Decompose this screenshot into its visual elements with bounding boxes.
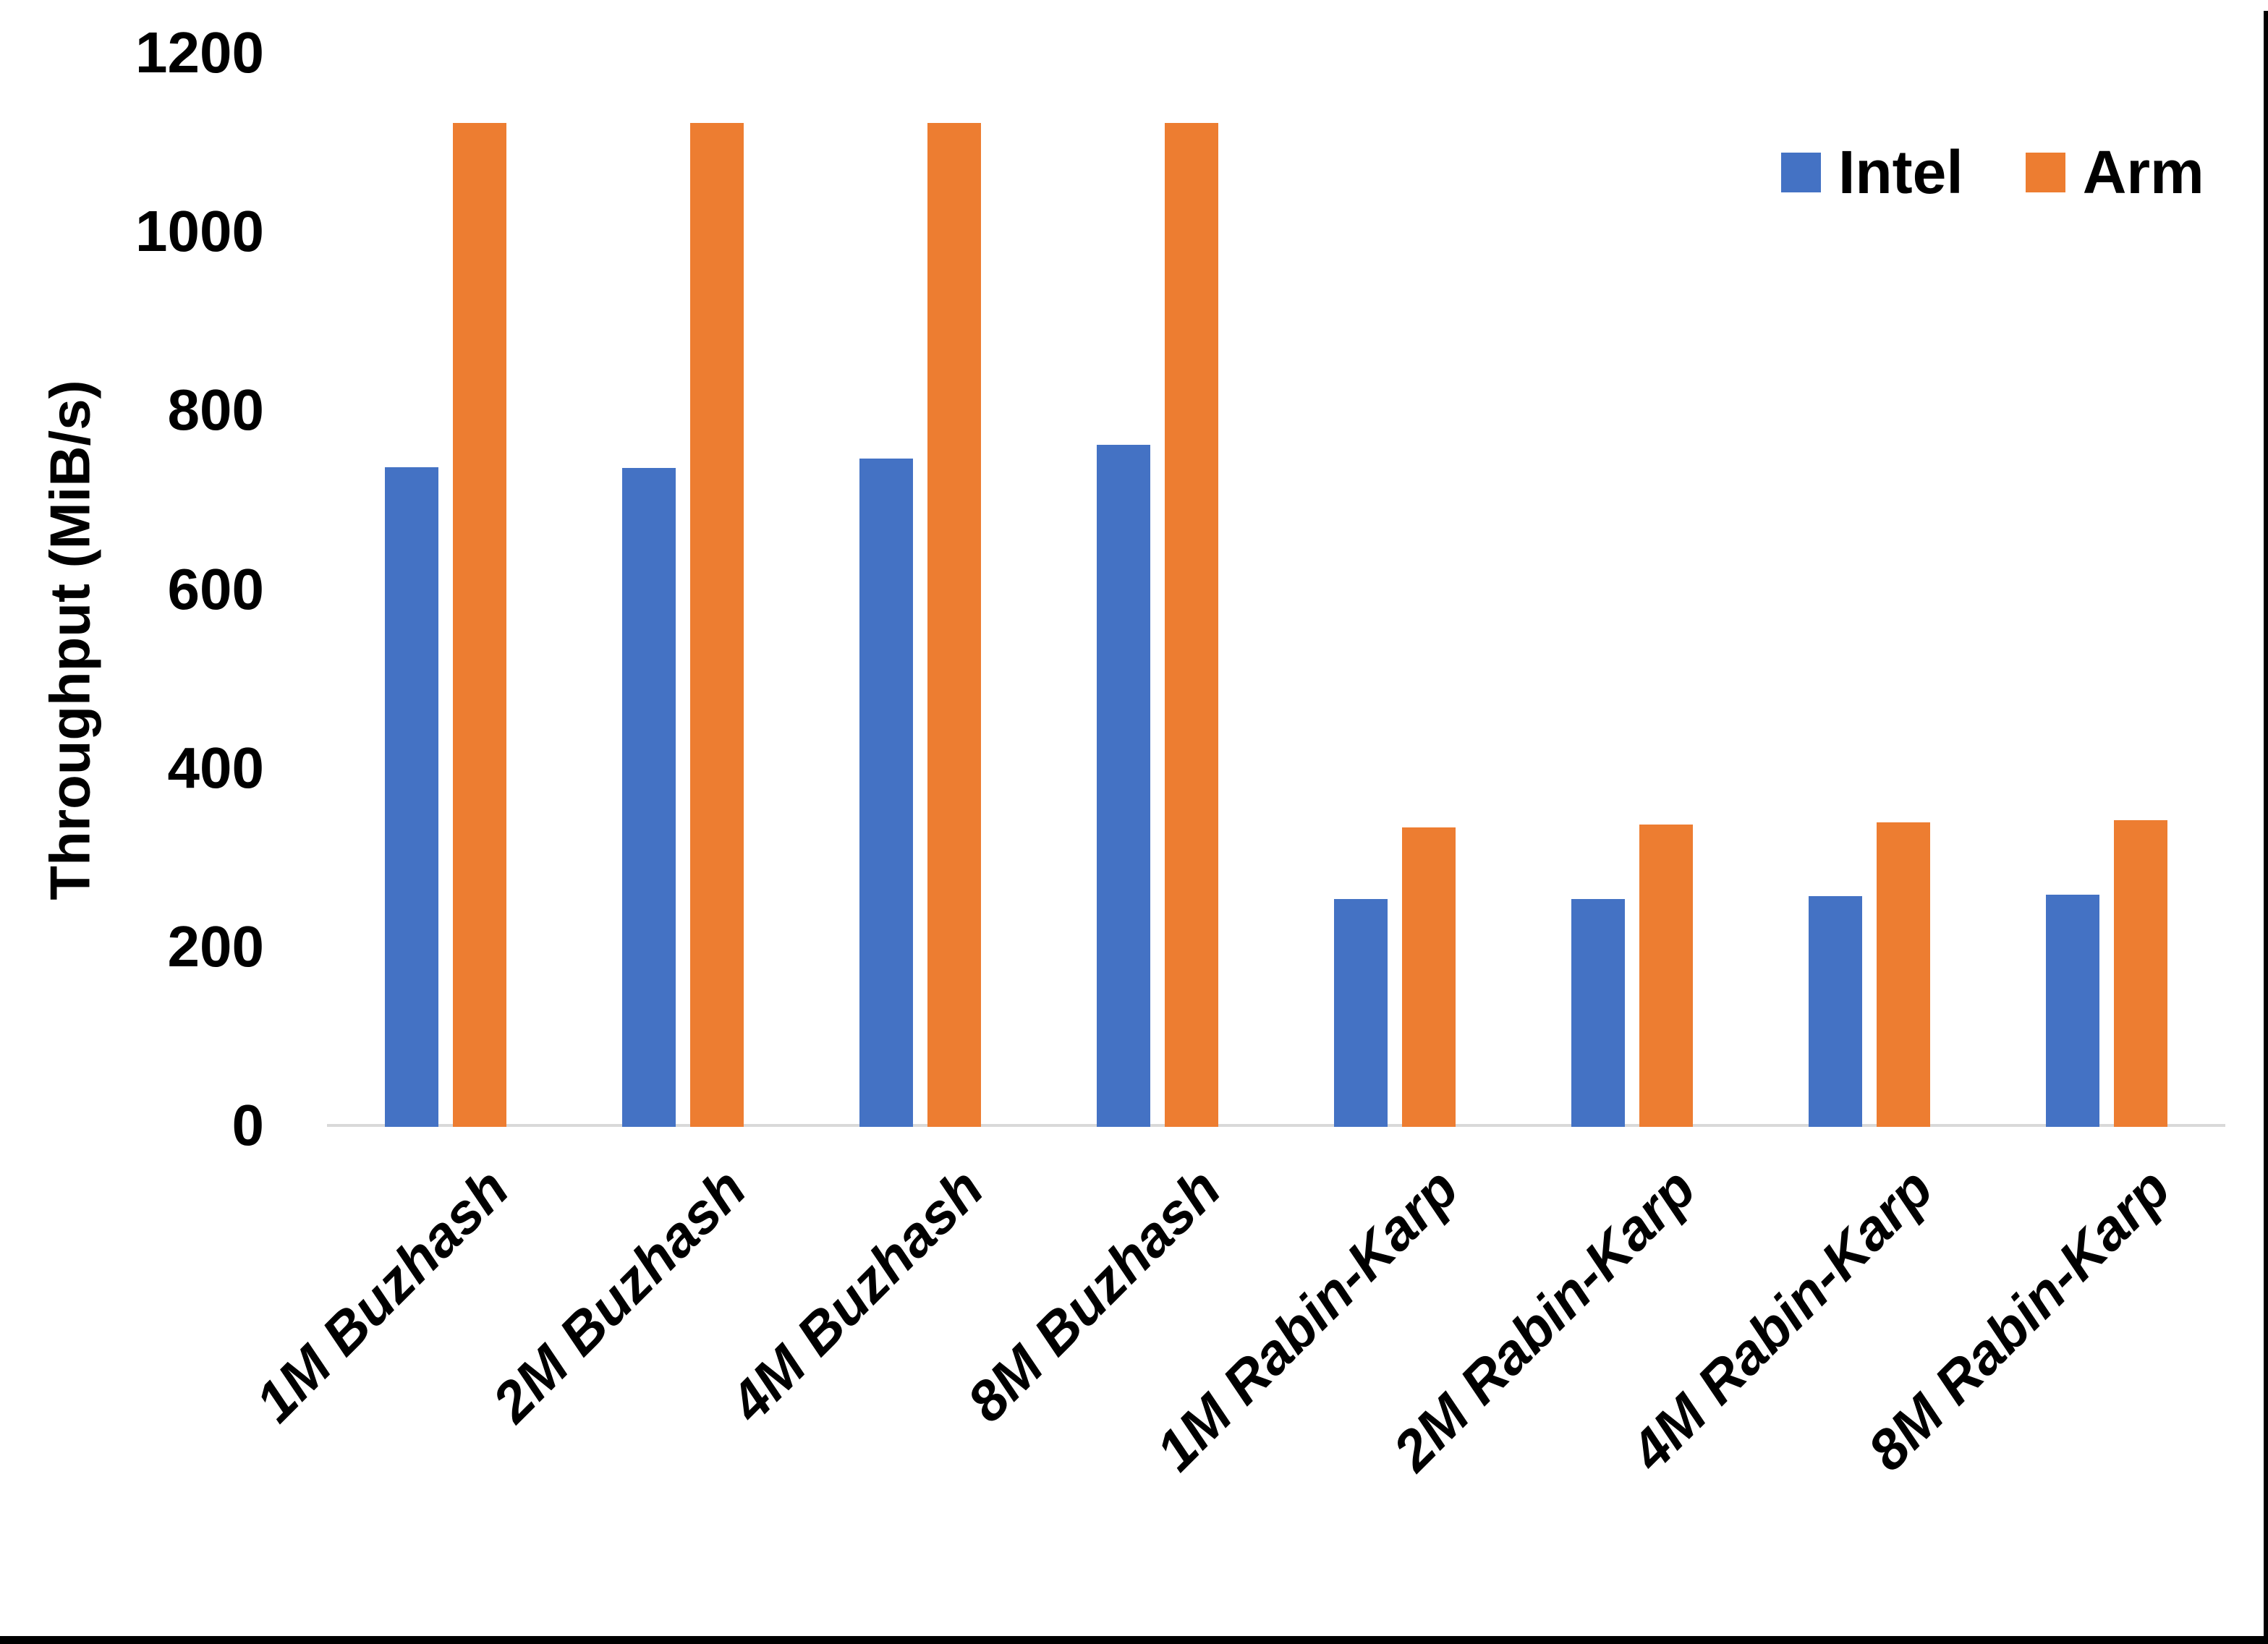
bar-group [1334, 827, 1456, 1127]
bar-intel-8m-rabin-karp [2046, 895, 2099, 1127]
bar-arm-4m-buzhash [927, 123, 981, 1127]
bar-intel-4m-rabin-karp [1809, 896, 1862, 1127]
legend: Intel Arm [1781, 142, 2204, 203]
bar-intel-1m-buzhash [385, 467, 438, 1127]
y-axis-title: Throughput (MiB/s) [38, 380, 102, 900]
bar-arm-8m-buzhash [1165, 123, 1218, 1127]
bar-arm-1m-buzhash [453, 123, 506, 1127]
bar-group [859, 123, 981, 1127]
legend-swatch-intel [1781, 152, 1821, 192]
legend-label-arm: Arm [2082, 138, 2204, 206]
bottom-border [0, 1636, 2268, 1644]
bar-intel-2m-buzhash [622, 468, 676, 1127]
y-tick-label: 200 [167, 913, 264, 979]
legend-label-intel: Intel [1838, 138, 1963, 206]
legend-item-intel: Intel [1781, 142, 1963, 203]
x-category-label: 2M Buzhash [480, 1156, 758, 1434]
bar-group [1097, 123, 1218, 1127]
y-tick-label: 0 [232, 1093, 265, 1157]
plot-area [327, 54, 2225, 1127]
y-tick-label: 600 [167, 556, 264, 621]
legend-item-arm: Arm [2025, 138, 2204, 206]
y-tick-label: 400 [167, 735, 264, 800]
x-category-label: 1M Buzhash [242, 1156, 521, 1434]
bar-intel-1m-rabin-karp [1334, 899, 1388, 1127]
bar-intel-8m-buzhash [1097, 445, 1150, 1127]
bar-group [1571, 825, 1693, 1127]
y-tick-label: 800 [167, 378, 264, 443]
bar-group [2046, 820, 2167, 1127]
bar-arm-8m-rabin-karp [2114, 820, 2167, 1127]
x-category-label: 4M Buzhash [717, 1156, 995, 1434]
y-tick-label: 1200 [135, 20, 264, 85]
bar-arm-2m-rabin-karp [1639, 825, 1693, 1127]
x-category-label: 8M Buzhash [954, 1156, 1233, 1434]
y-tick-label: 1000 [135, 199, 264, 264]
bar-intel-2m-rabin-karp [1571, 899, 1625, 1127]
bar-arm-2m-buzhash [690, 123, 744, 1127]
bar-intel-4m-buzhash [859, 459, 913, 1127]
legend-swatch-arm [2025, 152, 2065, 192]
bar-arm-1m-rabin-karp [1402, 827, 1456, 1127]
right-border [2264, 11, 2268, 1644]
bar-arm-4m-rabin-karp [1877, 822, 1930, 1127]
bar-group [385, 123, 506, 1127]
bar-group [1809, 822, 1930, 1127]
x-axis-line [327, 1124, 2225, 1127]
bar-group [622, 123, 744, 1127]
